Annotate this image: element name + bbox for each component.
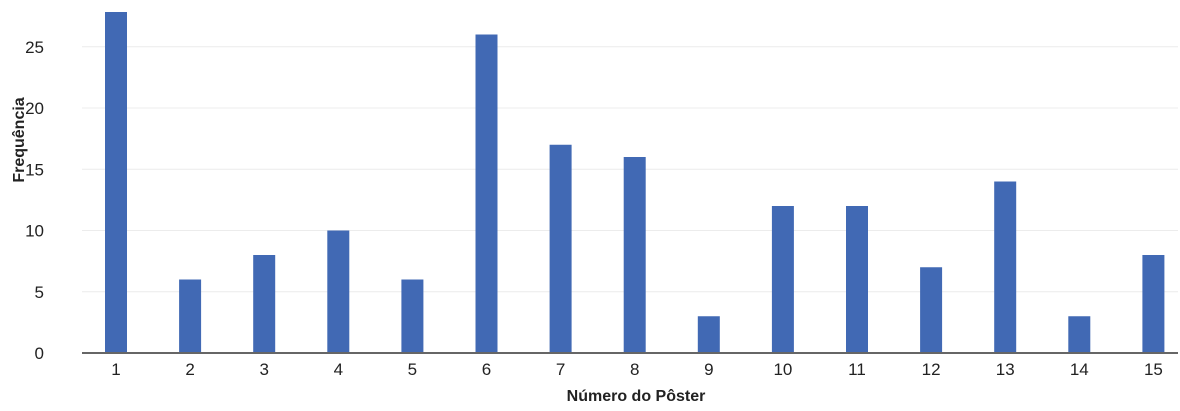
y-tick-label-5: 5 [35, 283, 44, 302]
bar-4 [327, 230, 350, 353]
y-tick-labels: 0 5 10 15 20 25 [25, 38, 44, 363]
bar-10 [771, 206, 794, 353]
bar-15 [1142, 255, 1165, 353]
x-tick-label-7: 7 [556, 360, 565, 379]
bar-1 [105, 12, 127, 353]
bars-group [105, 12, 1165, 353]
bar-5 [401, 279, 424, 353]
y-tick-label-10: 10 [25, 222, 44, 241]
x-tick-label-12: 12 [922, 360, 941, 379]
x-tick-labels: 1 2 3 4 5 6 7 8 9 10 11 12 13 14 15 [111, 360, 1163, 379]
bar-2 [179, 279, 202, 353]
y-axis-label: Frequência [11, 97, 28, 182]
x-tick-label-10: 10 [773, 360, 792, 379]
y-tick-label-0: 0 [35, 344, 44, 363]
x-tick-label-15: 15 [1144, 360, 1163, 379]
x-tick-label-11: 11 [848, 360, 866, 379]
x-tick-label-13: 13 [996, 360, 1015, 379]
x-tick-label-6: 6 [482, 360, 491, 379]
x-tick-label-3: 3 [259, 360, 268, 379]
bar-13 [994, 181, 1017, 353]
bar-3 [253, 255, 276, 353]
bar-12 [920, 267, 943, 353]
x-tick-label-8: 8 [630, 360, 639, 379]
x-axis-label: Número do Pôster [567, 388, 706, 405]
x-tick-label-1: 1 [111, 360, 120, 379]
y-tick-label-15: 15 [25, 160, 44, 179]
bar-8 [623, 157, 646, 353]
bar-14 [1068, 316, 1091, 353]
bar-11 [846, 206, 868, 353]
x-tick-label-2: 2 [185, 360, 194, 379]
x-tick-label-9: 9 [704, 360, 713, 379]
y-tick-label-20: 20 [25, 99, 44, 118]
bar-9 [697, 316, 720, 353]
bar-6 [475, 34, 498, 353]
x-tick-label-14: 14 [1070, 360, 1089, 379]
y-tick-label-25: 25 [25, 38, 44, 57]
x-tick-label-4: 4 [334, 360, 343, 379]
bar-7 [549, 144, 572, 353]
x-tick-label-5: 5 [408, 360, 417, 379]
